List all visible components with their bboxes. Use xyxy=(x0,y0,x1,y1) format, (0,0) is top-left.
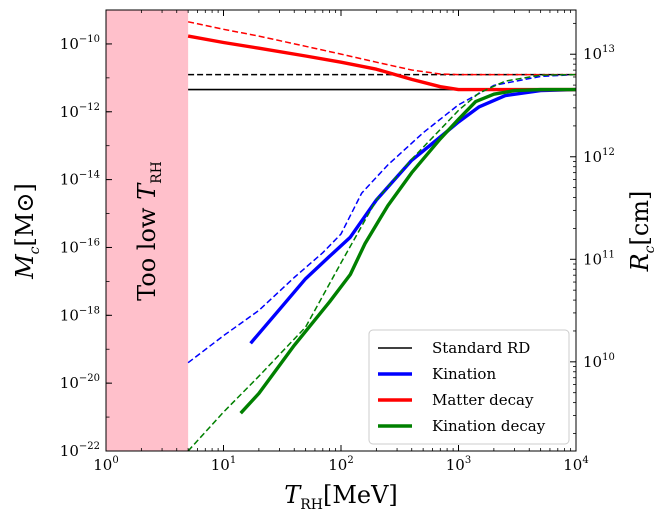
legend: Standard RD Kination Matter decay Kination … xyxy=(368,329,570,445)
series-kination-solid xyxy=(249,87,576,345)
y-axis-title: Mc[M⊙] xyxy=(11,183,43,280)
y-tick-label: 10−16 xyxy=(60,237,100,256)
right-tick-label: 1011 xyxy=(583,249,615,268)
series-kination-decay-dashed xyxy=(187,73,576,451)
x-axis-title: TRH[MeV] xyxy=(284,481,398,510)
series-matter-decay-dashed xyxy=(187,21,576,76)
y-tick-label: 10−10 xyxy=(60,34,100,53)
shaded-region xyxy=(106,10,189,451)
legend-box xyxy=(368,329,570,445)
right-tick-label: 1012 xyxy=(583,147,615,166)
y-tick-label: 10−14 xyxy=(60,170,100,189)
legend-label-kination-decay: Kination decay xyxy=(432,417,546,435)
x-tick-label: 104 xyxy=(563,455,588,474)
series-kination-dashed xyxy=(187,73,576,364)
legend-label-standard-rd: Standard RD xyxy=(432,339,530,357)
series-kination-decay-solid xyxy=(239,87,576,415)
y-tick-label: 10−20 xyxy=(60,373,100,392)
x-tick-label: 102 xyxy=(328,455,353,474)
y-tick-label: 10−22 xyxy=(60,441,100,460)
x-tick-label: 101 xyxy=(211,455,236,474)
shaded-region-label: Too low TRH xyxy=(133,161,165,301)
series-matter-decay-solid xyxy=(187,34,576,92)
legend-label-matter-decay: Matter decay xyxy=(432,391,534,409)
right-tick-label: 1013 xyxy=(583,44,615,63)
x-tick-label: 100 xyxy=(93,455,118,474)
legend-label-kination: Kination xyxy=(432,365,496,383)
tick-layer: 100 101 102 103 104 10−10 10−12 10−14 10−16 10−18… xyxy=(60,10,615,474)
right-axis-title: Rc[cm] xyxy=(626,191,658,273)
right-tick-label: 1010 xyxy=(583,352,615,371)
series-layer xyxy=(187,21,576,451)
x-tick-label: 103 xyxy=(446,455,471,474)
y-tick-label: 10−12 xyxy=(60,102,100,121)
y-tick-label: 10−18 xyxy=(60,305,100,324)
